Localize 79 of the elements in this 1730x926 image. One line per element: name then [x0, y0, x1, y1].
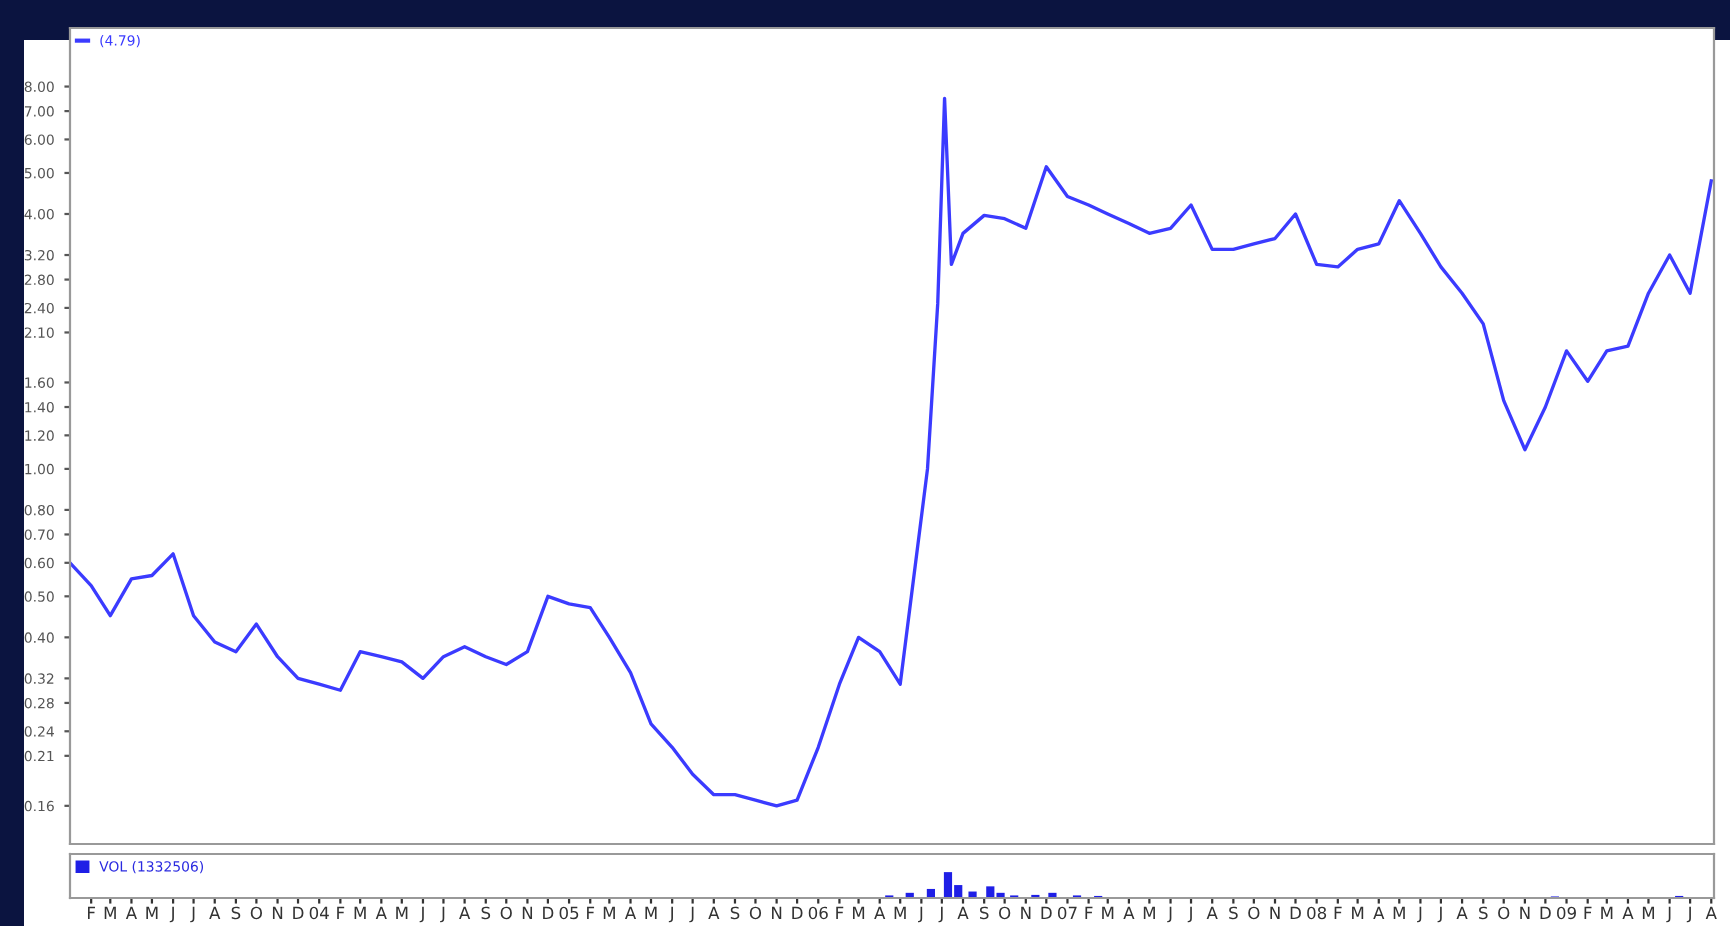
x-tick-label: O: [749, 906, 762, 920]
x-tick-label: D: [1290, 906, 1301, 919]
x-tick-label: F: [337, 906, 345, 919]
x-tick-label: M: [1352, 906, 1364, 919]
x-tick-label: S: [1479, 906, 1488, 920]
x-tick-label: M: [894, 906, 906, 919]
x-tick-label: M: [104, 906, 116, 919]
x-tick-label: F: [1334, 906, 1342, 919]
x-tick-label: J: [1686, 906, 1691, 923]
x-tick-label: A: [1123, 906, 1135, 919]
x-tick-label: A: [1456, 906, 1468, 919]
x-tick-label: J: [1167, 906, 1172, 923]
x-tick-label: J: [1187, 906, 1192, 923]
x-tick-label: 05: [559, 906, 579, 920]
x-tick-label: F: [836, 906, 844, 919]
x-tick-label: M: [1642, 906, 1655, 919]
x-tick-label: 07: [1057, 906, 1077, 920]
x-tick-label: A: [375, 906, 387, 919]
x-tick-label: M: [1102, 906, 1114, 919]
x-tick-label: J: [190, 906, 195, 923]
x-tick-label: A: [209, 906, 221, 919]
x-tick-label: D: [1041, 906, 1052, 919]
x-tick-label: D: [543, 906, 554, 919]
x-tick-label: O: [1498, 906, 1510, 920]
x-tick-label: 09: [1557, 906, 1576, 920]
x-tick-label: A: [957, 906, 969, 919]
x-tick-label: J: [938, 906, 943, 923]
x-tick-label: N: [1520, 906, 1530, 919]
x-tick-label: J: [689, 906, 694, 923]
x-tick-label: F: [1584, 906, 1592, 919]
x-tick-label: A: [708, 906, 720, 919]
x-tick-label: A: [1705, 906, 1717, 919]
x-tick-label: F: [1085, 906, 1093, 919]
x-tick-label: 06: [808, 906, 828, 920]
x-tick-label: J: [169, 906, 174, 923]
x-tick-label: N: [1270, 906, 1280, 919]
x-tick-label: N: [772, 906, 782, 919]
x-tick-label: M: [354, 906, 366, 919]
x-tick-label: S: [481, 906, 491, 920]
x-tick-label: A: [1373, 906, 1385, 919]
x-tick-label: M: [1143, 906, 1155, 919]
x-tick-label: S: [979, 906, 989, 920]
x-tick-label: N: [522, 906, 533, 919]
x-tick-label: M: [603, 906, 615, 919]
x-tick-label: A: [125, 906, 138, 919]
x-tick-label: S: [231, 906, 241, 920]
x-tick-label: M: [645, 906, 657, 919]
x-tick-label: N: [1021, 906, 1031, 919]
x-tick-label: J: [419, 906, 424, 923]
x-tick-label: M: [146, 906, 158, 919]
x-tick-label: J: [1437, 906, 1442, 923]
x-tick-label: M: [1393, 906, 1405, 919]
x-tick-label: 08: [1307, 906, 1327, 920]
x-tick-label: A: [624, 906, 637, 919]
x-tick-label: A: [459, 906, 471, 919]
x-tick-label: O: [999, 906, 1011, 920]
x-tick-label: J: [440, 906, 445, 923]
x-tick-label: A: [874, 906, 886, 919]
x-tick-label: J: [1666, 906, 1671, 923]
x-tick-label: N: [272, 906, 283, 919]
x-tick-label: S: [1229, 906, 1238, 920]
x-tick-label: O: [1248, 906, 1260, 920]
x-tick-label: A: [1622, 906, 1634, 919]
x-tick-label: A: [1206, 906, 1218, 919]
x-tick-label: J: [918, 906, 923, 923]
x-tick-label: M: [396, 906, 408, 919]
x-tick-label: S: [730, 906, 740, 920]
x-tick-label: D: [1540, 906, 1551, 919]
x-tick-label: M: [1601, 906, 1613, 919]
x-tick-label: O: [500, 906, 512, 920]
x-tick-label: M: [852, 906, 865, 919]
x-tick-label: D: [792, 906, 803, 919]
x-tick-label: D: [293, 906, 304, 919]
x-tick-label: J: [668, 906, 673, 923]
x-tick-label: F: [88, 906, 95, 919]
x-tick-label: 04: [309, 906, 329, 920]
x-tick-label: J: [1417, 906, 1422, 923]
x-tick-label: F: [587, 906, 595, 919]
x-tick-label: O: [250, 906, 263, 920]
